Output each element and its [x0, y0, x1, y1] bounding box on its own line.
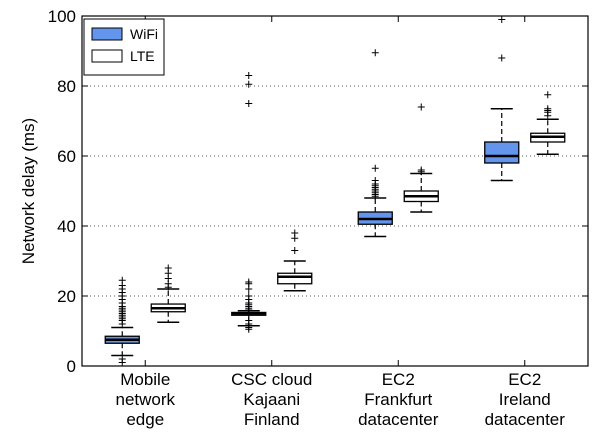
y-tick-label: 40	[57, 217, 76, 236]
x-tick-label-line: CSC cloud	[231, 370, 312, 389]
outlier-point	[245, 317, 253, 324]
box-wifi	[357, 49, 393, 238]
series-lte	[150, 91, 566, 323]
x-tick-label-line: datacenter	[485, 410, 566, 429]
plot-frame	[81, 15, 589, 367]
outlier-point	[118, 276, 126, 284]
outlier-point	[498, 54, 506, 62]
outlier-point	[371, 177, 379, 184]
x-tick-label-line: edge	[126, 410, 164, 429]
outlier-point	[417, 166, 425, 174]
outlier-point	[498, 16, 506, 23]
y-tick-label: 80	[57, 77, 76, 96]
box-wifi	[484, 16, 520, 182]
legend-swatch-wifi	[91, 27, 123, 41]
y-tick-label: 60	[57, 147, 76, 166]
x-tick-label: EC2 Frankfurt datacenter	[358, 370, 439, 429]
legend-swatch-lte	[91, 49, 123, 63]
y-axis-label: Network delay (ms)	[19, 118, 38, 264]
outlier-point	[245, 80, 253, 88]
box-lte	[403, 103, 439, 213]
x-tick-label-line: Mobile	[120, 370, 170, 389]
box-iqr	[484, 141, 520, 164]
x-tick-label: EC2 Ireland datacenter	[485, 370, 566, 429]
x-tick-label-line: network	[115, 390, 175, 409]
outlier-point	[371, 164, 379, 172]
box-lte	[277, 229, 313, 292]
series-wifi	[104, 16, 520, 366]
outlier-point	[164, 264, 172, 272]
x-tick-label-line: EC2	[508, 370, 541, 389]
x-tick-label-line: Frankfurt	[364, 390, 432, 409]
x-tick-label-line: Ireland	[499, 390, 551, 409]
axis-ticks: 0 20 40 60 80 100 Mobile network edge CSC cloud Ka…	[48, 7, 588, 429]
box-lte	[150, 264, 186, 323]
grid-lines	[82, 85, 588, 297]
x-tick-label-line: datacenter	[358, 410, 439, 429]
outlier-point	[544, 91, 552, 99]
legend-label-wifi: WiFi	[130, 26, 158, 42]
outlier-point	[544, 105, 552, 113]
outlier-point	[245, 100, 253, 107]
x-tick-label: CSC cloud Kajaani Finland	[231, 370, 312, 429]
x-tick-label-line: Finland	[244, 410, 300, 429]
legend: WiFi LTE	[83, 18, 165, 76]
legend-label-lte: LTE	[130, 48, 155, 64]
outlier-point	[118, 355, 126, 363]
box-wifi	[231, 72, 267, 333]
box-lte	[530, 91, 566, 155]
y-tick-label: 20	[57, 287, 76, 306]
outlier-point	[291, 229, 299, 237]
outlier-point	[291, 247, 299, 254]
y-tick-label: 0	[67, 357, 76, 376]
box-wifi	[104, 276, 140, 366]
x-tick-label: Mobile network edge	[115, 370, 175, 429]
outlier-point	[245, 72, 253, 79]
outlier-point	[417, 103, 425, 111]
box-iqr	[277, 272, 313, 285]
x-tick-label-line: EC2	[382, 370, 415, 389]
outlier-point	[371, 49, 379, 57]
plot-data	[104, 16, 566, 366]
y-tick-label: 100	[48, 7, 76, 26]
x-tick-label-line: Kajaani	[243, 390, 300, 409]
outlier-point	[245, 292, 253, 300]
outlier-point	[245, 278, 253, 286]
